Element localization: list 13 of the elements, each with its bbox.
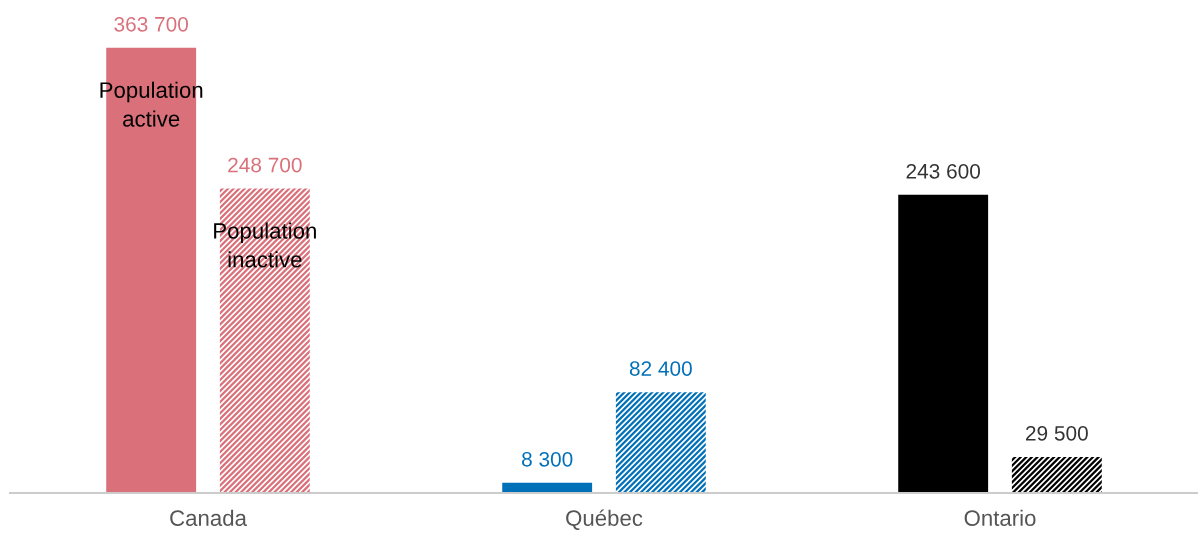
bar [615,392,706,493]
data-label: 8 300 [522,451,573,467]
data-label: 29 500 [1026,425,1088,441]
data-label: 363 700 [114,16,189,32]
bar [1011,456,1102,493]
series-label: Population inactive [214,222,316,268]
x-tick-label: Ontario [964,509,1036,526]
data-label: 82 400 [629,361,692,376]
x-tick-label: Canada [170,509,247,526]
data-label: 243 600 [906,163,981,179]
x-tick-label: Québec [566,509,643,530]
data-label: 248 700 [228,157,302,173]
bar [898,194,989,493]
